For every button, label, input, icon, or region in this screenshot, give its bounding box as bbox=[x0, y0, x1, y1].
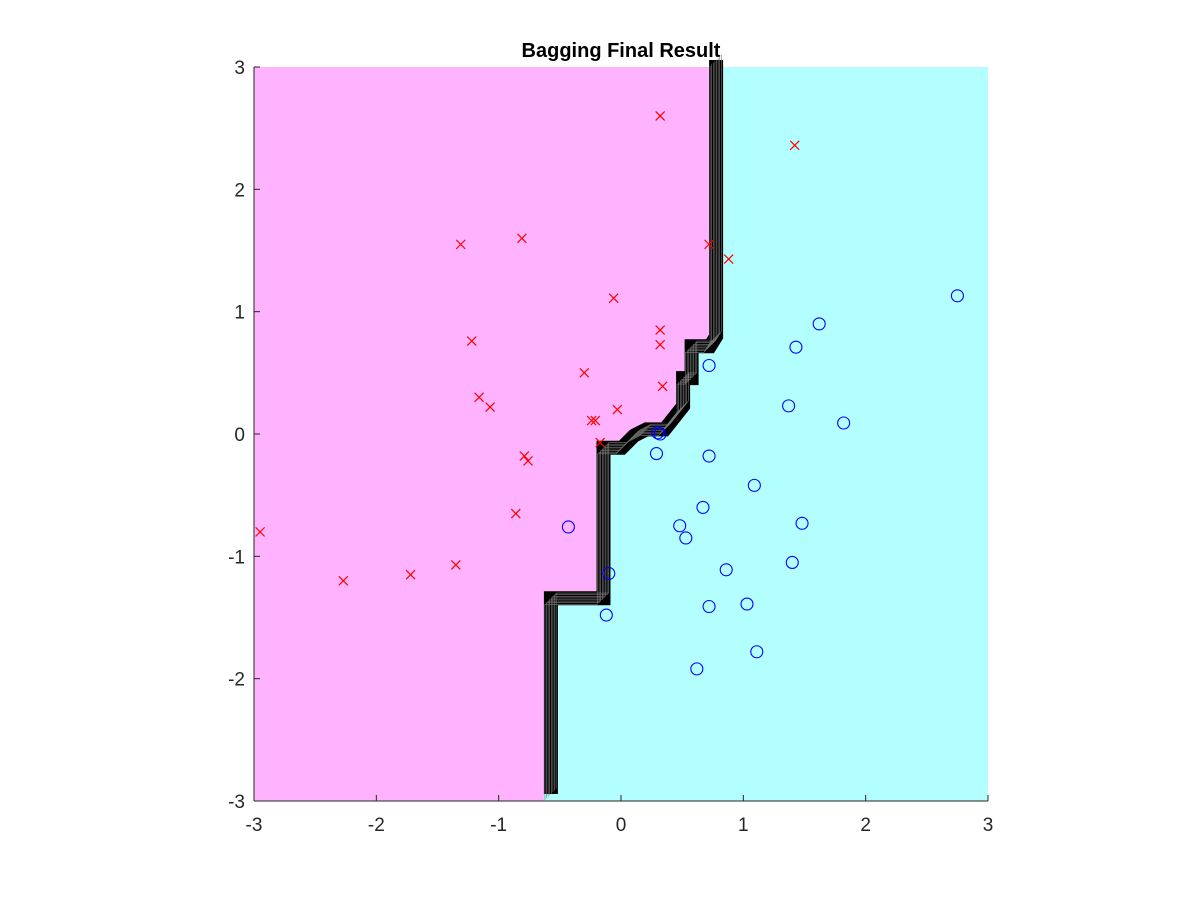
o-point bbox=[747, 478, 761, 492]
o-point bbox=[812, 317, 826, 331]
x-point bbox=[523, 455, 533, 466]
decision-boundary-line bbox=[554, 56, 721, 791]
x-point bbox=[466, 336, 477, 346]
x-point bbox=[590, 415, 601, 426]
x-tick-label: -1 bbox=[490, 815, 507, 836]
x-point bbox=[405, 569, 416, 580]
x-point bbox=[450, 559, 461, 570]
x-point bbox=[255, 526, 266, 537]
o-point bbox=[649, 447, 664, 461]
decision-boundary-line bbox=[551, 59, 717, 794]
o-point bbox=[702, 599, 716, 614]
o-point bbox=[789, 340, 803, 354]
o-point bbox=[653, 427, 667, 441]
x-tick-label: 1 bbox=[738, 815, 749, 836]
x-point bbox=[338, 575, 349, 586]
x-point bbox=[579, 367, 590, 378]
x-point bbox=[519, 451, 530, 461]
o-point bbox=[561, 520, 575, 534]
o-point bbox=[696, 500, 710, 514]
x-point bbox=[655, 339, 666, 350]
x-tick-label: 3 bbox=[983, 815, 994, 836]
x-point bbox=[657, 381, 668, 392]
region-class-o bbox=[543, 67, 988, 801]
decision-boundary-line bbox=[544, 66, 711, 800]
y-tick-label: 1 bbox=[234, 303, 245, 324]
o-point bbox=[782, 399, 796, 413]
o-point bbox=[673, 519, 687, 533]
o-point bbox=[602, 566, 616, 581]
y-tick-label: -2 bbox=[228, 670, 245, 691]
x-tick-label: 2 bbox=[860, 815, 871, 836]
y-tick-label: -1 bbox=[228, 547, 245, 568]
x-point bbox=[655, 325, 666, 335]
y-tick-label: 0 bbox=[234, 425, 245, 446]
region-class-x bbox=[254, 67, 710, 801]
x-point bbox=[595, 437, 606, 448]
decision-boundary-line bbox=[547, 62, 714, 797]
o-point bbox=[702, 358, 716, 373]
x-tick-label: -3 bbox=[246, 815, 263, 836]
o-point bbox=[837, 416, 851, 430]
x-point bbox=[510, 508, 521, 519]
o-point bbox=[651, 426, 665, 440]
o-point bbox=[750, 645, 764, 659]
x-point bbox=[455, 239, 466, 250]
x-point bbox=[655, 111, 666, 121]
x-point bbox=[608, 293, 619, 304]
x-point bbox=[723, 254, 734, 264]
x-point bbox=[485, 402, 496, 413]
plot-area bbox=[254, 54, 988, 801]
decision-boundary-line bbox=[546, 64, 712, 799]
o-point bbox=[679, 531, 693, 545]
o-point bbox=[599, 608, 613, 622]
x-tick-label: 0 bbox=[616, 815, 627, 836]
y-tick-label: 2 bbox=[234, 180, 245, 201]
axes: -3 -2 -1 0 1 2 3 -3 -2 -1 0 1 2 3 bbox=[228, 58, 993, 836]
o-point bbox=[702, 449, 716, 463]
y-tick-label: 3 bbox=[234, 58, 245, 79]
x-point bbox=[789, 140, 800, 151]
x-point bbox=[704, 239, 715, 250]
o-point bbox=[795, 516, 809, 530]
o-point bbox=[950, 289, 964, 303]
o-point bbox=[690, 662, 704, 676]
o-point bbox=[740, 597, 754, 611]
x-point bbox=[516, 233, 527, 244]
x-point bbox=[586, 415, 597, 426]
x-tick-label: -2 bbox=[368, 815, 385, 836]
decision-boundary-line bbox=[552, 58, 719, 792]
y-tick-label: -3 bbox=[228, 792, 245, 813]
o-point bbox=[785, 555, 799, 570]
o-point bbox=[719, 563, 733, 577]
chart-title: Bagging Final Result bbox=[522, 40, 721, 62]
x-point bbox=[612, 404, 623, 415]
x-point bbox=[474, 392, 485, 403]
decision-boundary-line bbox=[555, 54, 722, 789]
